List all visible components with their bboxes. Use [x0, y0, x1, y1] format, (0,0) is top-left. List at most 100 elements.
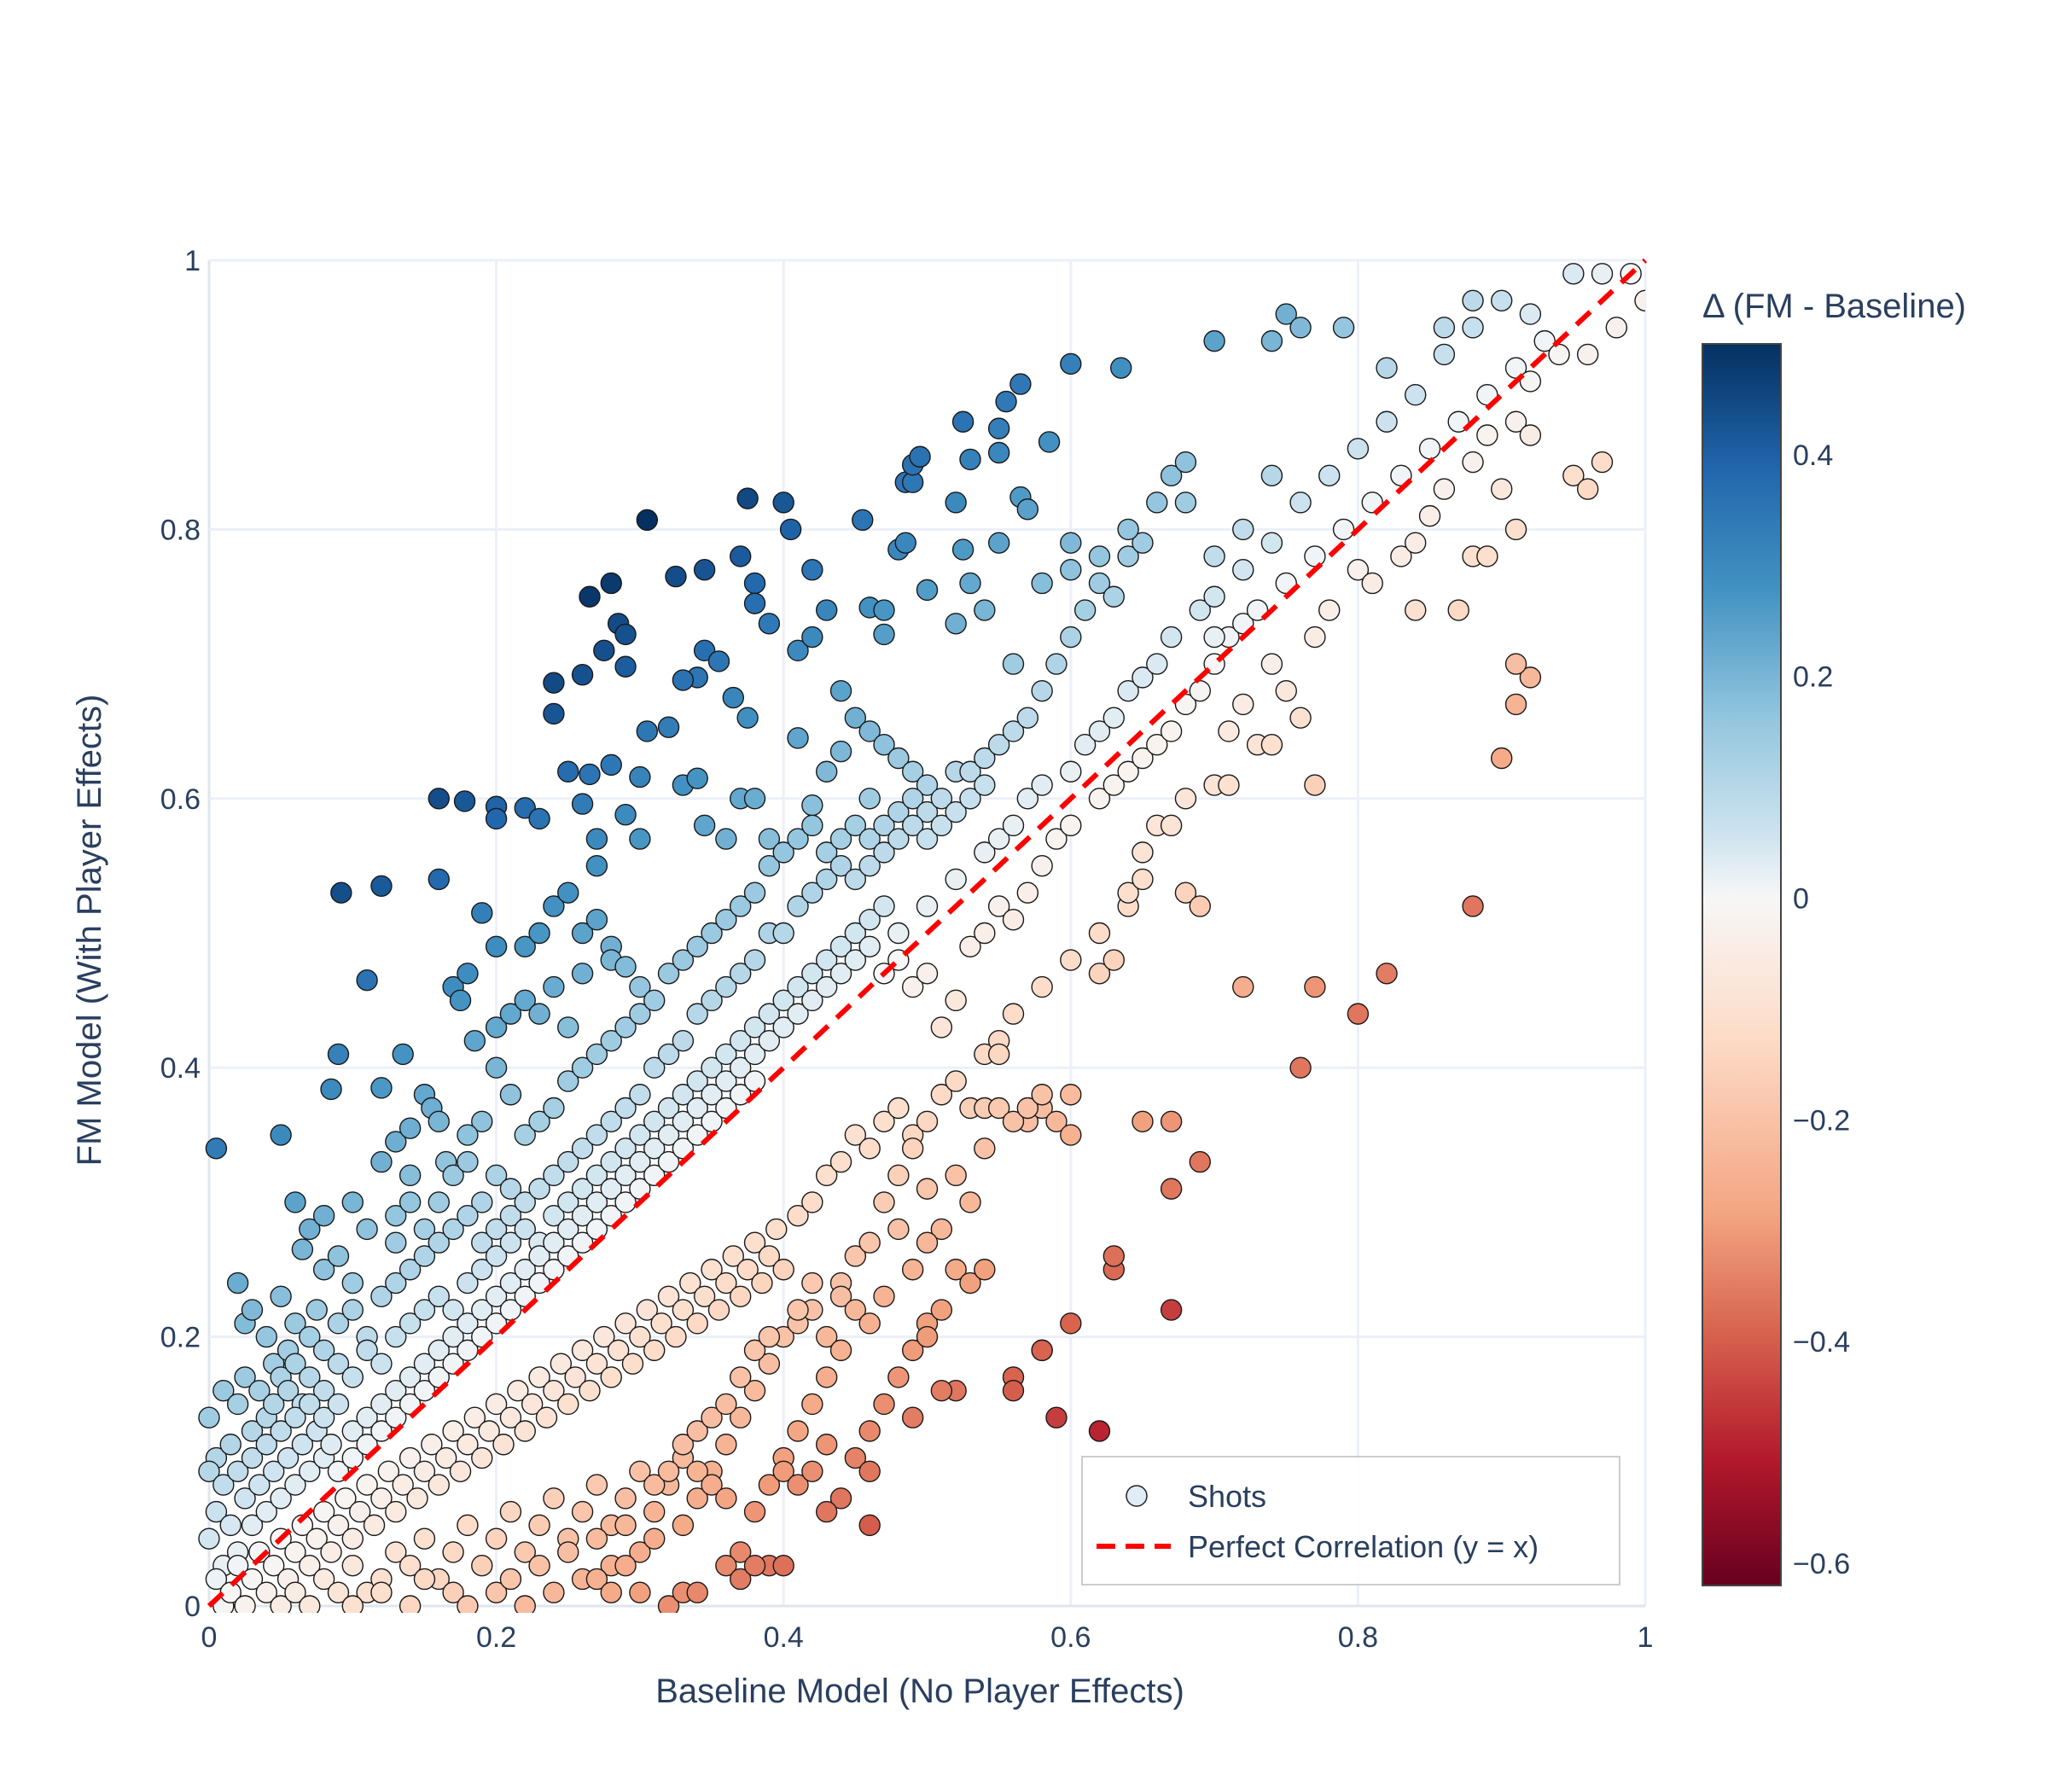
shot-point	[543, 702, 565, 725]
shot-point	[730, 545, 752, 567]
shot-point	[715, 1487, 737, 1510]
shot-point	[1016, 881, 1039, 904]
shot-point	[528, 1554, 550, 1577]
shot-point	[312, 1568, 335, 1591]
shot-point	[887, 828, 910, 850]
shot-point	[815, 868, 838, 891]
shot-point	[829, 1339, 852, 1362]
shot-point	[1045, 1406, 1068, 1428]
shot-point	[887, 1097, 910, 1120]
colorbar-tick-label: 0.4	[1793, 439, 1833, 472]
shot-point	[499, 1084, 522, 1106]
shot-point	[1045, 828, 1068, 850]
shot-point	[873, 841, 895, 864]
grid-lines	[207, 259, 1647, 1608]
shot-point	[270, 1285, 292, 1307]
shot-point	[887, 922, 910, 945]
shot-point	[212, 1379, 235, 1402]
shot-point	[829, 963, 852, 985]
shot-point	[722, 1245, 744, 1267]
shot-point	[1031, 572, 1053, 595]
shot-point	[442, 1325, 464, 1348]
shot-point	[571, 1204, 594, 1227]
shot-point	[844, 707, 867, 729]
shot-point	[657, 1460, 680, 1483]
shot-point	[299, 1366, 321, 1388]
shot-point	[1576, 478, 1599, 500]
shot-point	[629, 975, 651, 998]
shot-point	[413, 1379, 436, 1402]
shot-point	[829, 1487, 852, 1510]
shot-point	[385, 1204, 407, 1227]
shot-point	[370, 1393, 393, 1416]
shot-point	[686, 1003, 708, 1025]
shot-point	[571, 793, 594, 815]
shot-point	[643, 1110, 666, 1132]
shot-point	[449, 1460, 472, 1483]
shot-point	[844, 949, 867, 971]
shot-point	[457, 1595, 479, 1613]
shot-point	[730, 1406, 752, 1428]
shot-point	[241, 1514, 264, 1537]
shot-point	[248, 1379, 271, 1402]
shot-point	[1476, 424, 1498, 446]
shot-point	[528, 1271, 550, 1295]
shot-point	[1332, 317, 1355, 339]
shot-point	[815, 1434, 838, 1456]
shot-point	[528, 1003, 550, 1025]
shot-point	[701, 1406, 723, 1428]
shot-point	[370, 1420, 393, 1442]
shot-point	[930, 814, 953, 837]
shot-point	[858, 828, 881, 850]
shot-point	[248, 1474, 271, 1496]
shot-point	[370, 1150, 393, 1173]
shot-point	[959, 1191, 981, 1213]
shot-point	[1088, 788, 1111, 810]
shot-point	[1218, 774, 1240, 796]
shot-point	[901, 1259, 924, 1281]
shot-point	[629, 1003, 651, 1025]
shot-point	[557, 1218, 579, 1241]
shot-point	[1060, 625, 1082, 649]
shot-point	[428, 868, 450, 891]
shot-point	[636, 1299, 659, 1321]
shot-point	[205, 1568, 228, 1591]
shot-point	[974, 1137, 996, 1160]
legend-shots-label: Shots	[1188, 1479, 1266, 1514]
shot-point	[327, 1460, 350, 1483]
shot-point	[743, 949, 766, 971]
shot-point	[1031, 1084, 1053, 1106]
shot-point	[715, 1271, 737, 1295]
shot-point	[543, 1487, 565, 1510]
x-tick-label: 0.6	[1050, 1621, 1091, 1654]
shot-point	[1504, 518, 1527, 541]
shot-point	[327, 1353, 350, 1375]
shot-point	[385, 1541, 407, 1563]
shot-point	[1160, 464, 1183, 487]
colorbar-tick-label: 0	[1793, 883, 1809, 916]
shot-point	[312, 1406, 335, 1428]
shot-point	[241, 1446, 264, 1469]
shot-point	[730, 1056, 752, 1079]
shot-point	[672, 949, 695, 971]
shot-point	[987, 417, 1010, 439]
shot-point	[442, 1164, 464, 1187]
shot-point	[442, 1541, 464, 1563]
shot-point	[686, 1460, 708, 1483]
shot-point	[657, 716, 680, 738]
shot-point	[557, 1070, 579, 1092]
shot-point	[715, 1434, 737, 1456]
shot-point	[1031, 1339, 1053, 1362]
shot-point	[916, 1325, 939, 1348]
shot-point	[442, 1299, 464, 1321]
shot-point	[974, 922, 996, 945]
shot-point	[485, 1056, 508, 1079]
shot-point	[873, 734, 895, 756]
shot-point	[442, 1218, 464, 1241]
shot-point	[686, 1070, 708, 1092]
shot-point	[428, 1231, 450, 1254]
shot-point	[987, 734, 1010, 756]
shot-point	[909, 445, 931, 468]
colorbar-tick-label: 0.2	[1793, 661, 1833, 694]
shot-point	[829, 1285, 852, 1307]
